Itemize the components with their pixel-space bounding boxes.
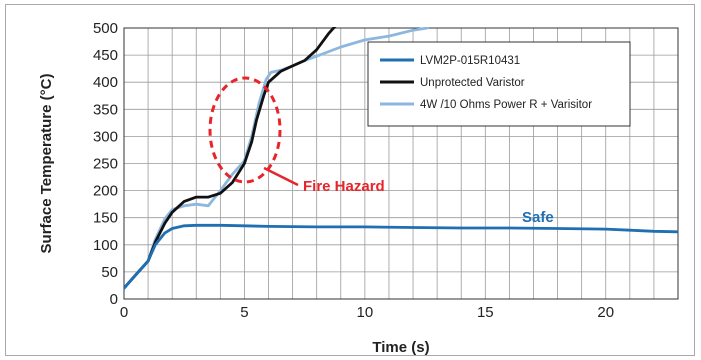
series-unprotected-varistor <box>124 27 337 290</box>
y-tick-label: 300 <box>93 128 118 145</box>
y-tick-label: 100 <box>93 237 118 254</box>
y-tick-label: 500 <box>93 20 118 37</box>
x-tick-label: 10 <box>357 304 374 321</box>
y-tick-label: 0 <box>110 291 118 308</box>
x-tick-label: 15 <box>477 304 494 321</box>
y-tick-label: 50 <box>101 264 118 281</box>
series-lvm2p <box>124 223 678 290</box>
y-axis-title: Surface Temperature (°C) <box>38 74 55 254</box>
x-axis-title: Time (s) <box>372 339 429 356</box>
plot-border <box>123 27 679 300</box>
legend: LVM2P-015R10431 Unprotected Varistor 4W … <box>367 41 631 127</box>
fire-hazard-pointer <box>263 166 299 187</box>
y-tick-label: 450 <box>93 47 118 64</box>
legend-label-power-r-varistor: 4W /10 Ohms Power R + Varisitor <box>420 99 592 111</box>
x-tick-label: 20 <box>597 304 614 321</box>
series-lines <box>124 27 678 290</box>
y-tick-label: 200 <box>93 183 118 200</box>
x-tick-label: 0 <box>120 304 128 321</box>
y-tick-label: 350 <box>93 101 118 118</box>
safe-label: Safe <box>522 209 554 226</box>
y-tick-label: 400 <box>93 74 118 91</box>
fire-hazard-ellipse <box>208 76 282 184</box>
y-tick-label: 250 <box>93 156 118 173</box>
legend-label-lvm2p: LVM2P-015R10431 <box>420 55 520 67</box>
fire-hazard-label: Fire Hazard <box>303 178 385 195</box>
legend-box <box>367 41 631 127</box>
legend-label-unprotected-varistor: Unprotected Varistor <box>420 77 525 89</box>
x-tick-label: 5 <box>240 304 248 321</box>
y-tick-label: 150 <box>93 210 118 227</box>
